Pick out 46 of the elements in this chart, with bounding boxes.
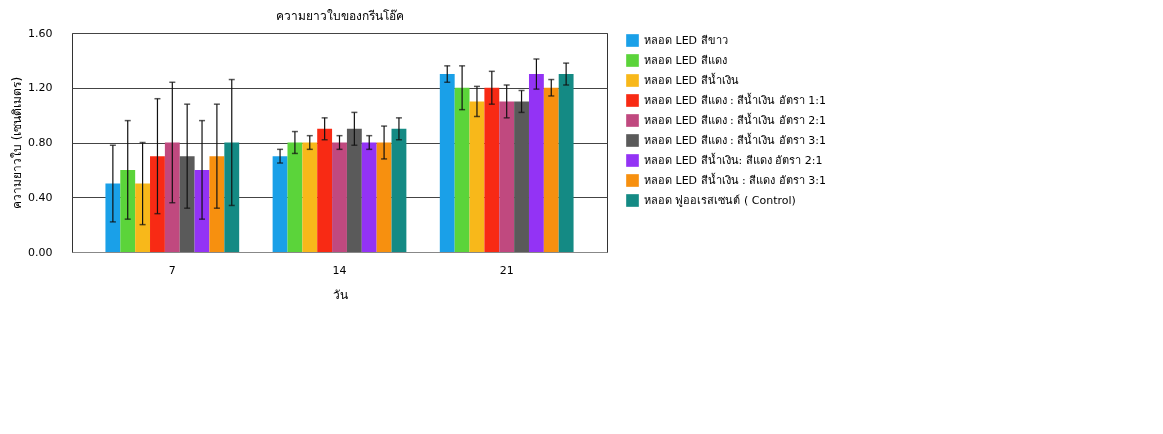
bar — [391, 128, 407, 252]
bar — [120, 169, 136, 252]
bar — [439, 74, 455, 252]
bar — [528, 74, 544, 252]
bar — [499, 101, 515, 252]
bar — [224, 142, 240, 252]
x-axis-title: วัน — [332, 287, 348, 302]
y-tick-label: 1.20 — [28, 81, 53, 95]
bar — [346, 128, 362, 252]
bar — [150, 156, 165, 252]
bar — [332, 142, 347, 252]
bar — [272, 156, 288, 252]
chart-title: ความยาวใบของกรีนโอ๊ค — [275, 9, 404, 23]
bar — [376, 142, 392, 252]
y-tick-label: 0.00 — [28, 245, 53, 259]
bar — [105, 183, 121, 252]
bar — [484, 87, 500, 252]
legend-label: หลอด LED สีแดง : สีน้ำเงิน อัตรา 1:1 — [644, 91, 826, 107]
legend-label: หลอด LED สีน้ำเงิน — [644, 71, 739, 87]
x-tick-label: 14 — [332, 263, 347, 277]
legend-label: หลอด LED สีแดง — [644, 53, 727, 67]
legend-label: หลอด LED สีน้ำเงิน: สีแดง อัตรา 2:1 — [644, 151, 823, 167]
legend-label: หลอด LED สีขาว — [644, 33, 728, 47]
bar — [514, 101, 529, 252]
bar — [209, 156, 225, 252]
x-tick-label: 7 — [168, 263, 176, 277]
legend-label: หลอด ฟูออเรสเซนต์ ( Control) — [644, 193, 796, 207]
x-tick-label: 21 — [499, 263, 514, 277]
bar — [317, 128, 333, 252]
legend-label: หลอด LED สีน้ำเงิน : สีแดง อัตรา 3:1 — [644, 171, 826, 187]
bar — [179, 156, 195, 252]
y-tick-label: 1.60 — [28, 26, 53, 40]
y-tick-label: 0.40 — [28, 190, 53, 204]
legend-label: หลอด LED สีแดง : สีน้ำเงิน อัตรา 2:1 — [644, 111, 826, 127]
bar — [164, 142, 180, 252]
bar — [287, 142, 303, 252]
y-axis-title: ความยาวใบ (เซนติเมตร) — [10, 76, 25, 210]
bar — [135, 183, 151, 252]
bar — [558, 74, 574, 252]
bar — [543, 87, 559, 252]
bar — [454, 87, 470, 252]
legend-label: หลอด LED สีแดง : สีน้ำเงิน อัตรา 3:1 — [644, 131, 826, 147]
bar — [469, 101, 485, 252]
bar — [361, 142, 377, 252]
y-tick-label: 0.80 — [28, 136, 53, 149]
bar — [302, 142, 318, 252]
